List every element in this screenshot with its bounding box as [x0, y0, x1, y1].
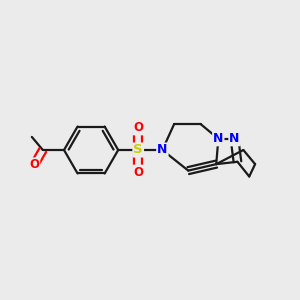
Text: O: O	[133, 166, 143, 178]
Text: O: O	[133, 122, 143, 134]
Text: N: N	[213, 132, 224, 145]
Text: S: S	[134, 143, 143, 157]
Text: N: N	[157, 143, 168, 157]
Text: O: O	[29, 158, 39, 171]
Text: N: N	[229, 132, 240, 145]
